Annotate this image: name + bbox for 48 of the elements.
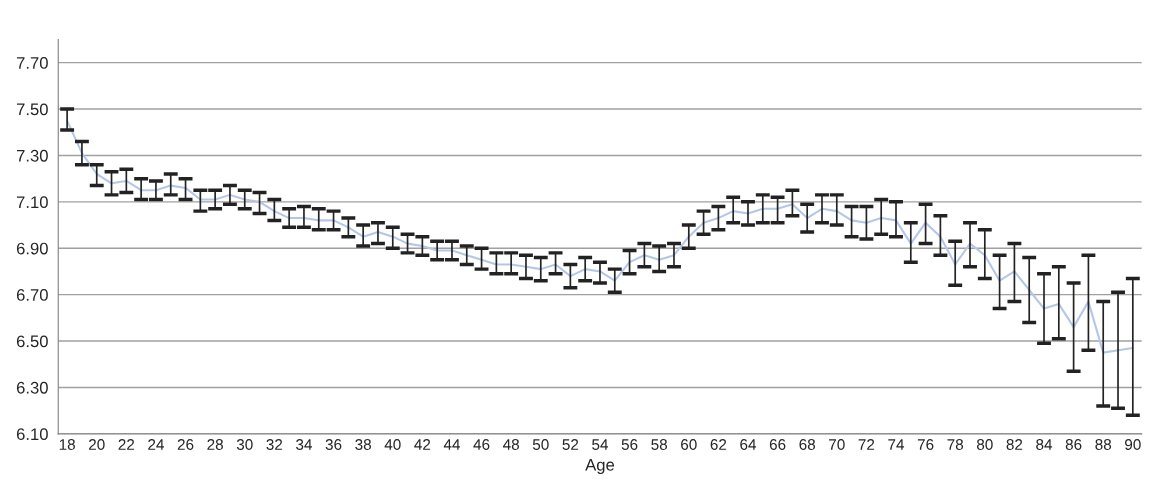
x-tick-label: 38 [355, 439, 371, 450]
x-tick-label: 80 [976, 439, 993, 450]
x-tick-label: 32 [266, 439, 283, 450]
x-axis-title: Age [585, 459, 615, 475]
x-tick-label: 60 [681, 439, 697, 450]
x-tick-label: 84 [1036, 439, 1053, 450]
x-tick-label: 82 [1006, 439, 1023, 450]
y-tick-label: 7.70 [16, 57, 48, 69]
x-tick-label: 62 [710, 439, 727, 450]
x-tick-label: 66 [769, 439, 786, 450]
x-tick-label: 42 [414, 439, 431, 450]
y-tick-label: 6.30 [16, 381, 48, 394]
x-tick-label: 68 [799, 439, 816, 450]
y-tick-label: 6.90 [16, 242, 48, 255]
x-tick-label: 56 [621, 439, 638, 450]
x-tick-label: 30 [236, 439, 253, 450]
x-tick-label: 46 [473, 439, 490, 450]
y-tick-label: 7.10 [16, 196, 48, 209]
x-tick-label: 28 [207, 439, 223, 450]
x-tick-label: 74 [888, 439, 905, 450]
y-tick-label: 6.10 [16, 428, 48, 441]
y-tick-label: 6.50 [16, 335, 48, 348]
x-tick-label: 78 [947, 439, 964, 450]
x-tick-label: 72 [858, 439, 875, 450]
x-tick-label: 70 [829, 439, 845, 450]
x-tick-label: 48 [503, 439, 519, 450]
x-tick-label: 52 [562, 439, 579, 450]
y-tick-label: 6.70 [16, 289, 48, 301]
x-tick-label: 90 [1125, 439, 1141, 450]
x-tick-label: 88 [1095, 439, 1112, 450]
x-tick-label: 34 [296, 439, 312, 450]
x-tick-label: 64 [740, 439, 757, 450]
line-series [66, 119, 1134, 354]
x-tick-label: 24 [148, 439, 164, 450]
x-tick-label: 44 [443, 439, 461, 450]
x-tick-label: 54 [592, 439, 609, 450]
x-tick-label: 50 [532, 439, 549, 450]
y-tick-label: 7.30 [16, 149, 48, 162]
y-tick-label: 7.50 [16, 103, 48, 116]
x-tick-label: 18 [59, 439, 75, 450]
x-tick-label: 86 [1065, 439, 1082, 450]
x-tick-label: 36 [325, 439, 342, 450]
x-tick-label: 76 [917, 439, 934, 450]
x-tick-label: 20 [89, 439, 105, 450]
x-tick-label: 26 [177, 439, 194, 450]
x-tick-label: 58 [651, 439, 668, 450]
x-tick-label: 40 [384, 439, 401, 450]
x-tick-label: 22 [118, 439, 135, 450]
